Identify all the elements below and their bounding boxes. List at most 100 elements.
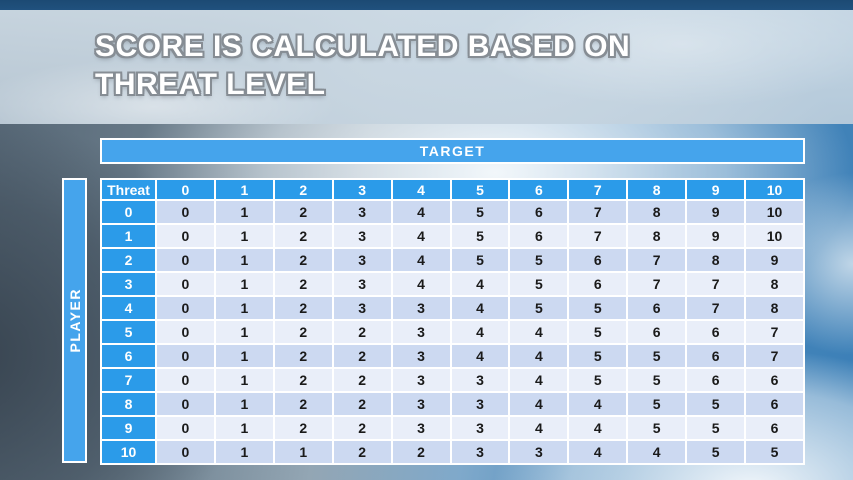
score-cell: 0 xyxy=(155,343,216,369)
score-cell: 9 xyxy=(685,199,747,225)
score-cell: 5 xyxy=(567,367,629,393)
score-cell: 0 xyxy=(155,223,216,249)
target-axis-bar: TARGET xyxy=(100,138,805,164)
score-cell: 5 xyxy=(744,439,805,465)
threat-level-header: 2 xyxy=(100,247,157,273)
title-line-1: SCORE IS CALCULATED BASED ON xyxy=(95,30,631,63)
target-level-header: 5 xyxy=(449,178,511,201)
threat-level-header: 4 xyxy=(100,295,157,321)
slide-title: SCORE IS CALCULATED BASED ON THREAT LEVE… xyxy=(95,28,630,104)
score-cell: 6 xyxy=(508,223,570,249)
score-cell: 3 xyxy=(449,415,511,441)
threat-level-header: 0 xyxy=(100,199,157,225)
score-cell: 7 xyxy=(567,223,629,249)
score-cell: 5 xyxy=(449,199,511,225)
score-cell: 6 xyxy=(567,271,629,297)
target-level-header: 6 xyxy=(508,178,570,201)
score-cell: 4 xyxy=(626,439,688,465)
score-cell: 2 xyxy=(272,247,334,273)
score-cell: 2 xyxy=(272,319,334,345)
score-cell: 2 xyxy=(331,367,393,393)
score-cell: 3 xyxy=(331,247,393,273)
score-cell: 4 xyxy=(567,391,629,417)
score-cell: 2 xyxy=(272,391,334,417)
score-cell: 4 xyxy=(508,415,570,441)
score-cell: 2 xyxy=(272,415,334,441)
score-cell: 7 xyxy=(626,247,688,273)
threat-level-header: 5 xyxy=(100,319,157,345)
score-cell: 5 xyxy=(626,343,688,369)
score-table: Threat 0 1 2 3 4 5 6 7 8 9 10 0 0 1 2 3 4 5 6 7 8 9 10 1 0 1 2 3 4 5 6… xyxy=(100,178,805,465)
score-cell: 0 xyxy=(155,391,216,417)
score-cell: 5 xyxy=(567,319,629,345)
threat-level-header: 10 xyxy=(100,439,157,465)
score-cell: 5 xyxy=(626,391,688,417)
score-table-header: Threat 0 1 2 3 4 5 6 7 8 9 10 xyxy=(100,178,805,201)
score-cell: 7 xyxy=(567,199,629,225)
score-cell: 10 xyxy=(744,223,805,249)
score-cell: 6 xyxy=(744,391,805,417)
score-cell: 0 xyxy=(155,295,216,321)
score-cell: 1 xyxy=(213,415,275,441)
score-cell: 5 xyxy=(508,247,570,273)
score-cell: 1 xyxy=(213,319,275,345)
score-cell: 5 xyxy=(685,391,747,417)
player-axis-bar: PLAYER xyxy=(62,178,87,463)
score-cell: 2 xyxy=(272,223,334,249)
score-cell: 4 xyxy=(508,343,570,369)
target-level-header: 10 xyxy=(744,178,805,201)
score-cell: 9 xyxy=(685,223,747,249)
score-cell: 5 xyxy=(626,367,688,393)
score-table-body: 0 0 1 2 3 4 5 6 7 8 9 10 1 0 1 2 3 4 5 6 7 8 9 10 2 0 1 2 3 4 5 5 6 7 8 9 3 0… xyxy=(100,199,805,465)
score-cell: 7 xyxy=(744,319,805,345)
target-level-header: 4 xyxy=(390,178,452,201)
score-cell: 1 xyxy=(272,439,334,465)
target-level-header: 9 xyxy=(685,178,747,201)
score-cell: 7 xyxy=(744,343,805,369)
score-cell: 0 xyxy=(155,199,216,225)
target-level-header: 7 xyxy=(567,178,629,201)
score-cell: 4 xyxy=(390,247,452,273)
score-cell: 0 xyxy=(155,439,216,465)
target-level-header: 3 xyxy=(331,178,393,201)
score-cell: 2 xyxy=(272,199,334,225)
score-cell: 4 xyxy=(390,271,452,297)
score-cell: 0 xyxy=(155,415,216,441)
score-cell: 8 xyxy=(626,223,688,249)
score-cell: 8 xyxy=(626,199,688,225)
score-cell: 6 xyxy=(685,343,747,369)
score-cell: 3 xyxy=(390,391,452,417)
score-cell: 1 xyxy=(213,367,275,393)
score-cell: 5 xyxy=(567,295,629,321)
score-cell: 0 xyxy=(155,271,216,297)
score-cell: 6 xyxy=(685,319,747,345)
score-cell: 6 xyxy=(508,199,570,225)
score-cell: 0 xyxy=(155,247,216,273)
score-cell: 5 xyxy=(626,415,688,441)
score-cell: 4 xyxy=(449,295,511,321)
score-cell: 4 xyxy=(508,391,570,417)
title-line-2: THREAT LEVEL xyxy=(95,68,326,101)
score-cell: 4 xyxy=(449,343,511,369)
score-cell: 5 xyxy=(449,223,511,249)
score-cell: 6 xyxy=(744,367,805,393)
score-cell: 3 xyxy=(390,415,452,441)
score-cell: 3 xyxy=(449,391,511,417)
score-cell: 1 xyxy=(213,223,275,249)
score-cell: 4 xyxy=(508,367,570,393)
score-cell: 2 xyxy=(272,343,334,369)
score-cell: 3 xyxy=(331,223,393,249)
score-cell: 3 xyxy=(331,295,393,321)
player-axis-label: PLAYER xyxy=(66,288,83,353)
target-level-header: 8 xyxy=(626,178,688,201)
score-cell: 2 xyxy=(331,415,393,441)
score-cell: 4 xyxy=(449,271,511,297)
score-row: 10 0 1 1 2 2 3 3 4 4 5 5 xyxy=(100,439,805,465)
score-cell: 5 xyxy=(449,247,511,273)
